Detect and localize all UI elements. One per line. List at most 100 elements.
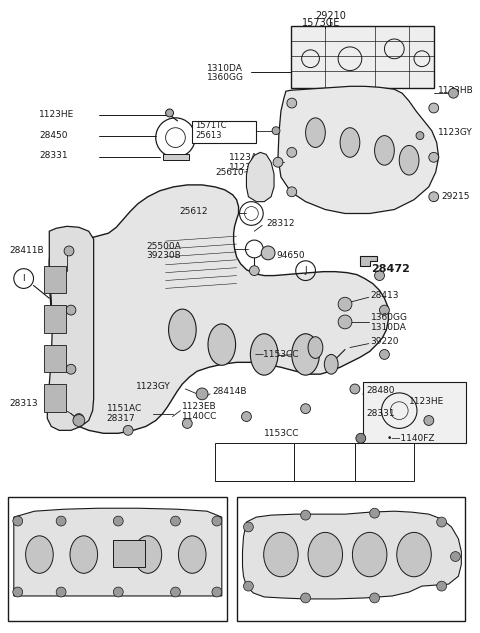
Text: 25613: 25613 (195, 131, 222, 140)
Ellipse shape (25, 536, 53, 573)
Circle shape (212, 516, 222, 526)
Circle shape (123, 425, 133, 436)
Circle shape (287, 98, 297, 108)
Text: 28413: 28413 (371, 291, 399, 300)
Text: 1123GY: 1123GY (136, 382, 171, 391)
Circle shape (451, 551, 460, 561)
Text: 39220: 39220 (371, 337, 399, 346)
Circle shape (300, 510, 311, 520)
Text: VIEW  I: VIEW I (99, 502, 135, 512)
Circle shape (429, 153, 439, 162)
Text: •—1140FZ: •—1140FZ (386, 434, 435, 442)
Text: 28312: 28312 (266, 219, 295, 228)
Ellipse shape (251, 334, 278, 375)
Circle shape (287, 147, 297, 157)
Ellipse shape (134, 536, 162, 573)
Bar (291, 26, 434, 88)
Circle shape (300, 404, 311, 413)
Circle shape (170, 516, 180, 526)
Text: 1140CC: 1140CC (182, 412, 218, 421)
Text: 1310DA: 1310DA (10, 501, 40, 510)
Circle shape (74, 413, 84, 423)
Text: 1123EB: 1123EB (182, 402, 217, 411)
Circle shape (241, 411, 252, 422)
Text: 1123GY: 1123GY (261, 501, 290, 510)
Circle shape (56, 587, 66, 597)
Circle shape (370, 508, 380, 518)
Text: 28411B: 28411B (10, 246, 45, 256)
Circle shape (212, 587, 222, 597)
Text: 1310DA: 1310DA (371, 323, 407, 332)
Bar (363, 382, 466, 443)
Ellipse shape (208, 324, 236, 365)
Text: 1360GG: 1360GG (371, 313, 408, 322)
Text: 1360GG: 1360GG (402, 612, 433, 621)
Text: 29210: 29210 (315, 11, 346, 22)
PathPatch shape (49, 185, 388, 434)
Ellipse shape (168, 309, 196, 351)
Ellipse shape (264, 532, 298, 577)
Text: 1123GY: 1123GY (438, 128, 472, 137)
PathPatch shape (278, 86, 439, 213)
Text: 1151AC: 1151AC (217, 446, 250, 454)
Text: 1123AS: 1123AS (228, 153, 264, 162)
Text: 28331: 28331 (367, 409, 396, 418)
Circle shape (437, 581, 446, 591)
Circle shape (338, 315, 352, 329)
Text: 1573GE: 1573GE (301, 18, 340, 28)
Circle shape (166, 109, 173, 117)
Text: 28331: 28331 (39, 151, 68, 160)
Text: 28414B: 28414B (212, 387, 246, 396)
Text: —1153CC: —1153CC (254, 350, 299, 359)
Circle shape (170, 587, 180, 597)
Ellipse shape (70, 536, 97, 573)
Ellipse shape (324, 354, 338, 374)
Text: 25500A: 25500A (146, 242, 180, 251)
Bar (237, 498, 465, 620)
Ellipse shape (340, 128, 360, 157)
Text: 28310: 28310 (250, 467, 278, 476)
Bar (294, 443, 355, 480)
Circle shape (113, 587, 123, 597)
Bar (44, 344, 66, 372)
Circle shape (56, 516, 66, 526)
Text: 1123GY: 1123GY (345, 501, 374, 510)
Circle shape (182, 418, 192, 429)
Ellipse shape (399, 146, 419, 175)
Text: 1310DA/1360GG: 1310DA/1360GG (81, 501, 145, 510)
Circle shape (64, 246, 74, 256)
Text: J: J (304, 266, 307, 275)
Circle shape (13, 587, 23, 597)
Text: 25610: 25610 (215, 168, 243, 177)
Ellipse shape (308, 337, 323, 358)
Text: 1123HE: 1123HE (39, 110, 75, 120)
Circle shape (380, 349, 389, 360)
Circle shape (73, 415, 85, 427)
Text: 1571TC: 1571TC (195, 122, 227, 130)
Ellipse shape (308, 532, 343, 577)
Circle shape (380, 305, 389, 315)
Text: 28317: 28317 (107, 414, 135, 423)
Text: 1123GY: 1123GY (83, 605, 115, 614)
Text: 1123HE: 1123HE (409, 398, 444, 406)
PathPatch shape (48, 227, 94, 430)
Bar (44, 384, 66, 411)
Text: I: I (23, 274, 25, 283)
Text: VIEW  J: VIEW J (333, 502, 369, 512)
Circle shape (250, 266, 259, 275)
Text: 39230B: 39230B (146, 251, 180, 260)
Text: 29215: 29215 (442, 192, 470, 201)
PathPatch shape (246, 153, 274, 202)
Ellipse shape (292, 334, 319, 375)
Text: 1310DA: 1310DA (176, 501, 206, 510)
PathPatch shape (242, 511, 461, 599)
Text: 94650: 94650 (276, 251, 305, 260)
Circle shape (356, 434, 366, 443)
Bar (44, 266, 66, 293)
Circle shape (374, 271, 384, 280)
Bar (355, 443, 414, 480)
Ellipse shape (397, 532, 431, 577)
Circle shape (370, 593, 380, 603)
Text: 25612: 25612 (180, 207, 208, 216)
Text: 28313: 28313 (10, 399, 38, 408)
